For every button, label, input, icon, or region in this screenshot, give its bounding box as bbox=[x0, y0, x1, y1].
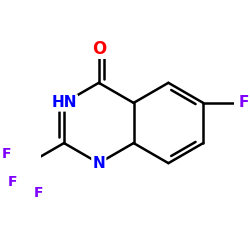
Text: F: F bbox=[238, 96, 248, 110]
Text: HN: HN bbox=[51, 96, 77, 110]
Text: F: F bbox=[34, 186, 43, 200]
Text: N: N bbox=[92, 156, 105, 171]
Text: O: O bbox=[92, 40, 106, 58]
Text: F: F bbox=[2, 147, 11, 161]
Text: F: F bbox=[8, 175, 17, 189]
